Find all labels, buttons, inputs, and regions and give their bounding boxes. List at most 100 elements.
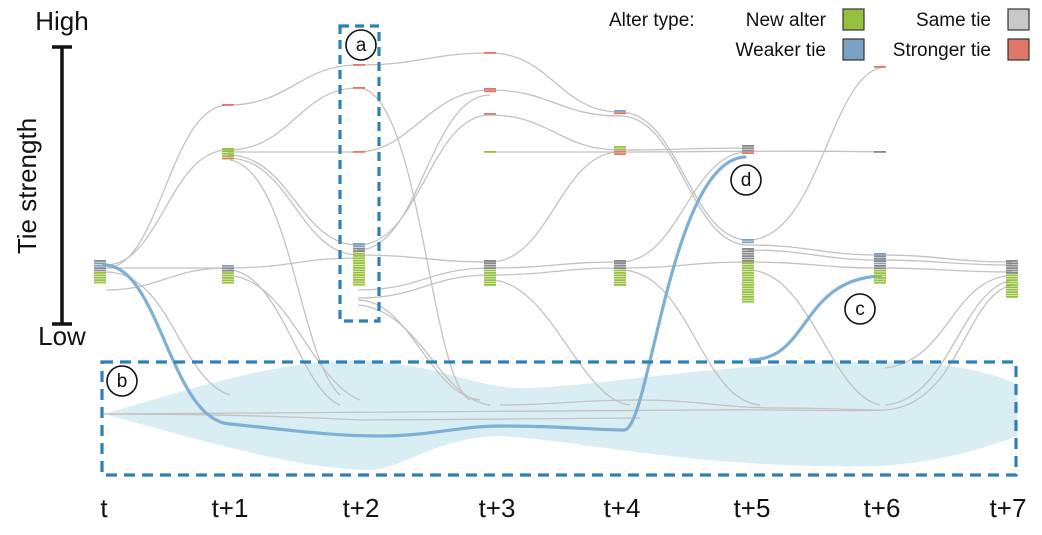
callout-b-label: b — [117, 371, 128, 392]
alter-node — [353, 274, 365, 276]
axis-title: Tie strength — [12, 118, 42, 254]
callout-b: b — [106, 365, 138, 397]
alter-node — [614, 110, 626, 112]
legend-title: Alter type: — [609, 10, 695, 31]
time-label: t+2 — [343, 493, 380, 523]
alter-node — [1006, 264, 1018, 267]
legend-label-weaker-tie: Weaker tie — [736, 40, 826, 61]
alter-node — [222, 279, 234, 282]
alter-node — [353, 255, 365, 257]
alter-node — [222, 281, 234, 284]
alter-node — [1006, 269, 1018, 272]
alter-node — [353, 259, 365, 262]
alter-node — [874, 255, 886, 258]
flow-line — [103, 413, 641, 421]
alter-node — [353, 252, 365, 255]
alter-node — [94, 267, 106, 269]
alter-node — [1006, 262, 1018, 265]
alter-node — [94, 279, 106, 281]
alter-node — [353, 262, 365, 264]
alter-node — [874, 267, 886, 270]
alter-node — [353, 250, 365, 252]
tie-strength-axis: High Low Tie strength — [12, 6, 89, 351]
alter-node — [614, 260, 626, 262]
alter-node — [94, 269, 106, 272]
alter-node — [353, 267, 365, 269]
flow-line — [489, 89, 621, 117]
legend-swatch-same-tie — [1007, 8, 1030, 31]
alter-node — [742, 296, 754, 298]
alter-node — [353, 245, 365, 248]
alter-node — [222, 157, 234, 160]
alter-node — [353, 64, 365, 66]
flow-line — [229, 159, 341, 396]
alter-node — [614, 274, 626, 277]
flow-line — [489, 52, 621, 113]
time-labels: t t+1 t+2 t+3 t+4 t+5 t+6 t+7 — [100, 493, 1026, 523]
flow-line — [747, 261, 881, 269]
flow-line — [884, 274, 1013, 369]
alter-node — [614, 146, 626, 148]
alter-node — [484, 284, 496, 286]
alter-node — [874, 257, 886, 260]
alter-node — [353, 279, 365, 281]
alter-node — [742, 298, 754, 301]
alter-node — [742, 250, 754, 253]
alter-node — [1006, 286, 1018, 289]
alter-node — [742, 269, 754, 272]
flow-line — [105, 149, 229, 266]
alter-node — [222, 104, 234, 106]
callout-d: d — [730, 164, 762, 196]
alter-node — [614, 148, 626, 151]
flow-line — [619, 111, 749, 241]
flow-line — [619, 115, 749, 246]
axis-low-label: Low — [38, 321, 86, 351]
alter-node — [742, 252, 754, 255]
callout-c-label: c — [855, 299, 865, 320]
flow-line — [879, 254, 1013, 263]
axis-high-label: High — [35, 6, 88, 36]
legend-swatch-weaker-tie — [842, 38, 865, 61]
flow-line — [619, 151, 749, 263]
flow-line — [747, 269, 881, 406]
flow-line — [357, 274, 491, 299]
alter-node — [1006, 293, 1018, 296]
alter-node — [742, 257, 754, 260]
flow-line — [357, 114, 491, 246]
alter-node — [1006, 260, 1018, 262]
flow-line — [357, 299, 481, 401]
alter-node — [222, 150, 234, 153]
alter-node — [94, 260, 106, 262]
alter-node — [353, 243, 365, 245]
alter-node — [484, 276, 496, 279]
alter-node — [614, 284, 626, 286]
alter-node — [484, 260, 496, 262]
alter-node — [742, 288, 754, 291]
flow-line — [357, 87, 471, 401]
alter-node — [1006, 291, 1018, 293]
alter-node — [1006, 279, 1018, 281]
flow-line — [103, 409, 886, 415]
time-label: t+4 — [604, 493, 641, 523]
alter-node — [742, 272, 754, 274]
alter-node — [484, 113, 496, 115]
alter-node — [1006, 272, 1018, 274]
flow-line — [357, 254, 491, 263]
alter-node — [353, 281, 365, 284]
alter-node — [484, 279, 496, 281]
alter-node — [874, 265, 886, 267]
alter-node — [353, 257, 365, 260]
time-label: t — [100, 493, 108, 523]
legend-swatch-stronger-tie — [1007, 38, 1030, 61]
alter-node — [742, 152, 754, 154]
alter-node — [614, 281, 626, 284]
callout-c: c — [844, 293, 876, 325]
alter-node — [94, 272, 106, 274]
flow-line — [499, 399, 641, 406]
flow-line — [619, 261, 749, 269]
alter-node — [742, 149, 754, 152]
alter-node — [484, 88, 496, 90]
alter-node — [484, 281, 496, 284]
alter-node — [484, 267, 496, 269]
alter-node — [874, 151, 886, 153]
